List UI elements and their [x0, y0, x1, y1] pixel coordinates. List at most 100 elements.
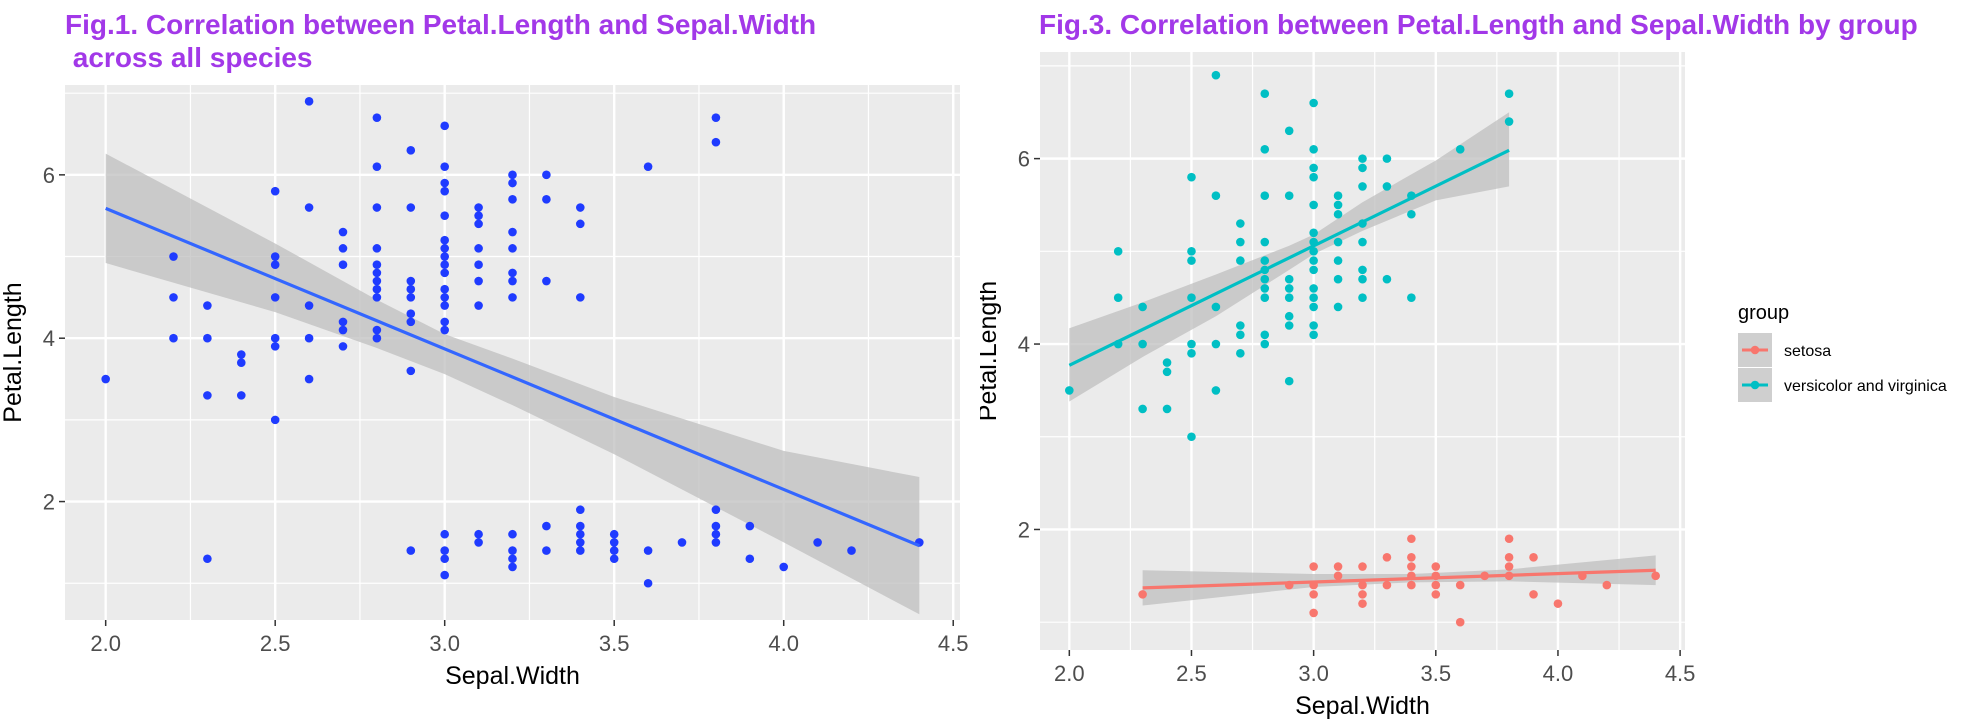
data-point [406, 276, 416, 286]
data-point [609, 546, 619, 555]
data-point [1138, 404, 1147, 414]
data-point [1431, 562, 1441, 571]
data-point [1455, 580, 1465, 590]
x-axis-title: Sepal.Width [1295, 692, 1430, 720]
data-point [576, 203, 585, 212]
data-point [711, 113, 721, 122]
data-point [1260, 191, 1270, 201]
data-point [1236, 349, 1245, 358]
data-point [1333, 237, 1343, 247]
data-point [1284, 321, 1294, 330]
data-point [508, 546, 517, 555]
data-point [474, 219, 483, 229]
data-point [270, 333, 280, 343]
data-point [1260, 237, 1270, 247]
legend-label: setosa [1784, 343, 1831, 360]
regression-line [105, 206, 920, 548]
data-point [1309, 302, 1318, 312]
data-point [711, 505, 721, 515]
chart-fig1: 2.0 2.5 3.0 3.5 4.0 4.5 2 4 6 Sepal.Width Petal.Le… [0, 85, 969, 690]
data-point [338, 244, 348, 253]
data-point [576, 521, 585, 531]
data-point [101, 374, 110, 384]
y-tick-label: 2 [43, 490, 55, 515]
x-tick-label: 4.0 [768, 631, 799, 656]
data-point [711, 137, 721, 147]
legend-key-point [1750, 380, 1760, 390]
data-point [1211, 386, 1221, 395]
data-point [1358, 182, 1367, 191]
data-point [1382, 182, 1392, 191]
y-tick-label: 4 [1018, 332, 1030, 357]
data-point [1504, 89, 1514, 99]
chart-title-fig1: Fig.1. Correlation between Petal.Length … [65, 9, 817, 73]
data-point [1358, 293, 1367, 302]
data-point [677, 538, 687, 547]
plot-area [1065, 70, 1660, 627]
data-point [1358, 580, 1367, 590]
data-point [304, 333, 314, 343]
data-point [508, 227, 517, 237]
data-point [1187, 349, 1196, 358]
x-tick-label: 3.0 [429, 631, 460, 656]
data-point [1284, 293, 1294, 302]
data-point [1309, 330, 1318, 340]
x-tick-label: 2.5 [1176, 661, 1207, 686]
data-point [1162, 358, 1172, 367]
data-point [576, 529, 585, 539]
data-point [440, 529, 449, 539]
data-point [1187, 247, 1196, 256]
data-point [474, 529, 483, 539]
data-point [270, 260, 280, 269]
data-point [1236, 321, 1245, 330]
data-point [508, 178, 517, 188]
data-point [1651, 571, 1660, 581]
data-point [1309, 284, 1318, 293]
legend-key-point [1750, 345, 1760, 355]
x-tick-label: 2.5 [260, 631, 291, 656]
data-point [508, 554, 517, 564]
data-point [643, 162, 653, 171]
data-point [440, 235, 449, 245]
data-point [440, 211, 449, 220]
data-point [643, 578, 653, 588]
data-point [372, 325, 382, 335]
data-point [440, 293, 449, 302]
data-point [203, 554, 212, 564]
data-point [1358, 562, 1367, 571]
data-point [1382, 274, 1392, 284]
data-point [1284, 191, 1294, 201]
data-point [304, 301, 314, 310]
data-point [1309, 228, 1318, 238]
data-point [338, 260, 348, 269]
data-point [440, 325, 449, 335]
data-point [1358, 163, 1367, 173]
data-point [576, 219, 585, 229]
regression-line [1142, 568, 1656, 590]
data-point [236, 391, 246, 400]
data-point [1284, 126, 1294, 136]
plot-area [101, 97, 924, 615]
data-point [440, 268, 449, 278]
data-point [1260, 339, 1270, 349]
data-point [1455, 617, 1465, 627]
data-point [609, 529, 619, 539]
data-point [1236, 330, 1245, 340]
data-point [1333, 209, 1343, 219]
data-point [609, 538, 619, 547]
data-point [542, 276, 551, 286]
data-point [1260, 274, 1270, 284]
data-point [1260, 145, 1270, 154]
data-point [1138, 339, 1147, 349]
data-point [406, 146, 416, 155]
data-point [1187, 172, 1196, 182]
data-point [169, 333, 178, 343]
data-point [372, 203, 382, 212]
data-point [440, 252, 449, 261]
data-point [1211, 339, 1221, 349]
data-point [1260, 89, 1270, 99]
data-point [1504, 562, 1514, 571]
data-point [372, 284, 382, 294]
data-point [1333, 274, 1343, 284]
data-point [169, 293, 178, 302]
